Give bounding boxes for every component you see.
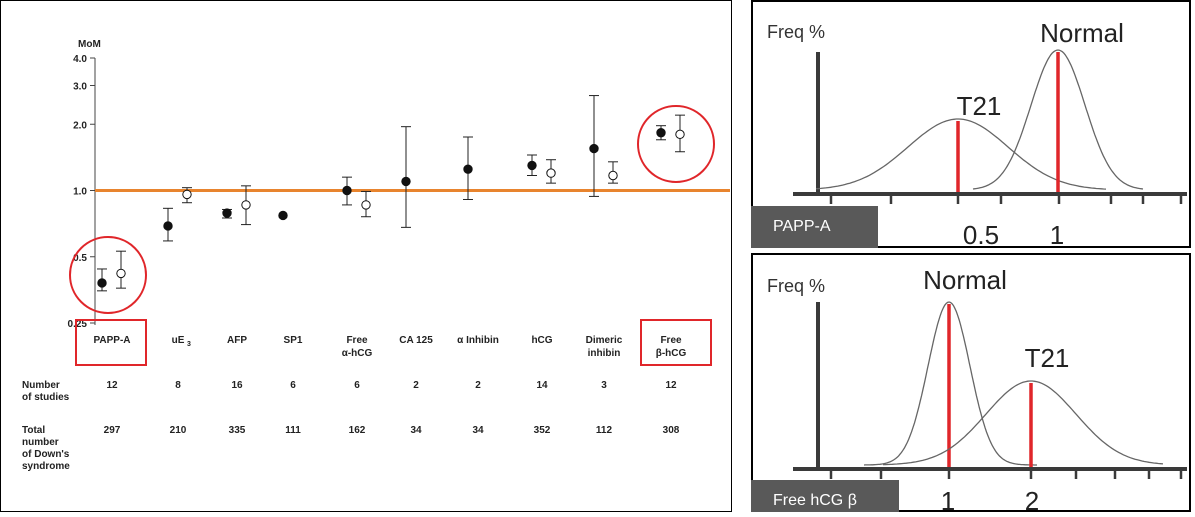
data-point-filled [342, 185, 352, 196]
category-label: Free [660, 335, 682, 346]
curve-label: Normal [1040, 18, 1124, 48]
data-point-filled [527, 160, 537, 171]
table-cell: 8 [175, 380, 181, 391]
table-cell: 14 [536, 380, 548, 391]
category-label: Free [346, 335, 368, 346]
table-cell: 210 [170, 425, 187, 436]
category-label: uE [172, 335, 185, 346]
y-tick-label: 0.5 [73, 253, 87, 264]
category-label: PAPP-A [93, 335, 130, 346]
table-cell: 6 [354, 380, 360, 391]
category-label: β-hCG [656, 348, 687, 359]
table-row-label: syndrome [22, 461, 70, 472]
category-label: α Inhibin [457, 335, 499, 346]
y-tick-label: 4.0 [73, 54, 87, 65]
x-tick-label: 1 [1050, 220, 1064, 248]
table-cell: 34 [410, 425, 422, 436]
table-row-label: Number [22, 380, 60, 391]
axis-caption: Free hCG β [773, 492, 857, 509]
table-cell: 2 [475, 380, 481, 391]
table-cell: 308 [663, 425, 680, 436]
distribution-curve [972, 49, 1144, 190]
table-row-label: Total [22, 425, 45, 436]
distribution-curve [883, 380, 1164, 466]
curve-label: T21 [1025, 343, 1070, 373]
table-row-label: of studies [22, 392, 70, 403]
category-label: hCG [531, 335, 552, 346]
axis-caption-box [751, 206, 878, 248]
y-tick-label: 0.25 [68, 319, 88, 330]
data-point-open [608, 170, 618, 181]
category-label: Dimeric [586, 335, 623, 346]
highlight-box-free-beta-hcg [640, 319, 712, 366]
table-cell: 2 [413, 380, 419, 391]
category-label: inhibin [588, 348, 621, 359]
table-cell: 12 [665, 380, 677, 391]
y-axis-label: MoM [78, 39, 101, 50]
table-row-label: number [22, 437, 59, 448]
free-hcg-distribution-panel: Freq % Normal T21 Free hCG β 1 2 [751, 253, 1191, 516]
highlight-box-papp-a [75, 319, 147, 366]
free-hcg-distribution-chart: Freq % Normal T21 Free hCG β 1 2 [751, 253, 1191, 516]
table-row-label: of Down's [22, 449, 70, 460]
table-cell: 12 [106, 380, 118, 391]
chart-frame [0, 0, 732, 512]
data-point-open [361, 200, 371, 210]
axis-caption: PAPP-A [773, 218, 831, 235]
table-cell: 3 [601, 380, 607, 391]
curve-label: T21 [957, 91, 1002, 121]
mom-chart-panel: MoM 4.0 3.0 2.0 1.0 0.5 0.25 PAPP-A uE 3 AFP SP1 Fre… [0, 0, 732, 512]
table-cell: 34 [472, 425, 484, 436]
data-point-filled [278, 210, 288, 221]
distribution-curve [863, 301, 1037, 466]
highlight-circle-free-beta-hcg [637, 105, 715, 183]
data-point-filled [163, 221, 173, 231]
axis-caption-box [751, 480, 899, 512]
freq-axis-label: Freq % [767, 276, 825, 296]
category-label: AFP [227, 335, 247, 346]
papp-a-distribution-chart: Freq % T21 Normal PAPP-A 0.5 1 [751, 0, 1191, 250]
category-label: SP1 [284, 335, 303, 346]
y-tick-label: 2.0 [73, 120, 87, 131]
papp-a-distribution-panel: Freq % T21 Normal PAPP-A 0.5 1 [751, 0, 1191, 250]
data-point-open [241, 200, 251, 210]
table-cell: 352 [534, 425, 551, 436]
data-point-filled [589, 143, 599, 154]
data-point-filled [222, 208, 232, 218]
table-cell: 111 [285, 425, 301, 436]
data-point-filled [656, 128, 666, 138]
table-cell: 335 [229, 425, 246, 436]
data-point-open [116, 268, 126, 279]
data-point-filled [463, 164, 473, 174]
freq-axis-label: Freq % [767, 22, 825, 42]
category-label: α-hCG [342, 348, 373, 359]
table-cell: 112 [596, 425, 613, 436]
data-point-filled [97, 278, 107, 288]
highlight-circle-papp-a [69, 236, 147, 314]
y-tick-label: 3.0 [73, 81, 87, 92]
category-label-subscript: 3 [187, 341, 191, 348]
table-cell: 162 [349, 425, 366, 436]
table-cell: 297 [104, 425, 121, 436]
data-point-open [182, 189, 192, 200]
table-cell: 16 [231, 380, 243, 391]
table-cell: 6 [290, 380, 296, 391]
data-point-open [546, 168, 556, 178]
x-tick-label: 1 [941, 486, 955, 512]
x-tick-label: 0.5 [963, 220, 999, 248]
data-point-open [675, 129, 685, 140]
category-label: CA 125 [399, 335, 433, 346]
curve-label: Normal [923, 265, 1007, 295]
y-tick-label: 1.0 [73, 187, 87, 198]
data-point-filled [401, 176, 411, 187]
x-tick-label: 2 [1025, 486, 1039, 512]
